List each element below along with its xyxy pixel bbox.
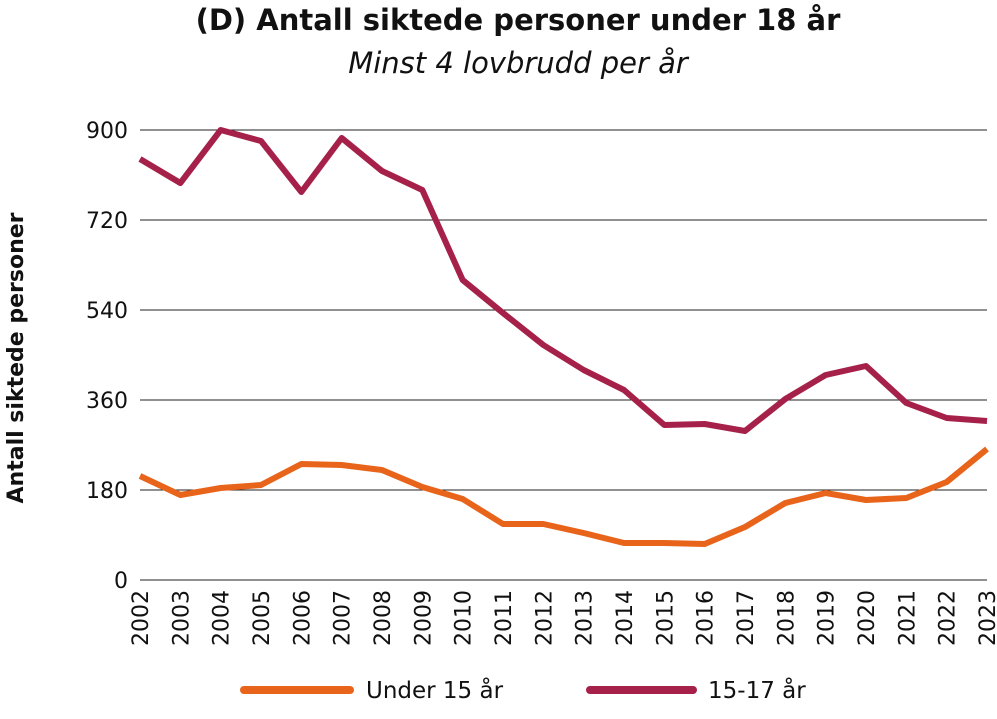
x-tick-label: 2003 — [169, 590, 194, 646]
x-ticks: 2002 2003 2004 2005 2006 2007 2008 2009 2010 2011… — [129, 590, 997, 646]
legend-label-15-17: 15-17 år — [708, 676, 806, 704]
chart-subtitle: Minst 4 lovbrudd per år — [348, 46, 690, 80]
x-tick-label: 2002 — [129, 590, 154, 646]
x-tick-label: 2017 — [734, 590, 759, 646]
x-tick-label: 2004 — [210, 590, 235, 646]
y-tick-label: 720 — [86, 209, 128, 234]
legend-label-under-15: Under 15 år — [366, 676, 504, 704]
y-tick-label: 0 — [114, 569, 128, 594]
y-tick-label: 900 — [86, 119, 128, 144]
series-lines — [138, 127, 989, 547]
x-tick-label: 2012 — [532, 590, 557, 646]
y-ticks: 0 180 360 540 720 900 — [86, 119, 128, 594]
x-tick-label: 2020 — [855, 590, 880, 646]
chart-title: (D) Antall siktede personer under 18 år — [196, 3, 841, 37]
x-tick-label: 2006 — [290, 590, 315, 646]
series-line-0 — [138, 446, 989, 547]
gridlines — [140, 129, 987, 581]
x-tick-label: 2019 — [815, 590, 840, 646]
x-tick-label: 2018 — [774, 590, 799, 646]
x-tick-label: 2008 — [371, 590, 396, 646]
x-tick-label: 2016 — [694, 590, 719, 646]
y-axis-label: Antall siktede personer — [4, 212, 29, 503]
x-tick-label: 2009 — [411, 590, 436, 646]
x-tick-label: 2023 — [976, 590, 997, 646]
x-tick-label: 2005 — [250, 590, 275, 646]
x-tick-label: 2022 — [936, 590, 961, 646]
x-tick-label: 2011 — [492, 590, 517, 646]
x-tick-label: 2021 — [895, 590, 920, 646]
x-tick-label: 2007 — [331, 590, 356, 646]
y-tick-label: 540 — [86, 299, 128, 324]
y-tick-label: 360 — [86, 389, 128, 414]
x-tick-label: 2014 — [613, 590, 638, 646]
legend: Under 15 år 15-17 år — [240, 676, 806, 704]
x-tick-label: 2015 — [653, 590, 678, 646]
y-tick-label: 180 — [86, 479, 128, 504]
series-line-1 — [138, 127, 988, 434]
x-tick-label: 2010 — [452, 590, 477, 646]
x-tick-label: 2013 — [573, 590, 598, 646]
